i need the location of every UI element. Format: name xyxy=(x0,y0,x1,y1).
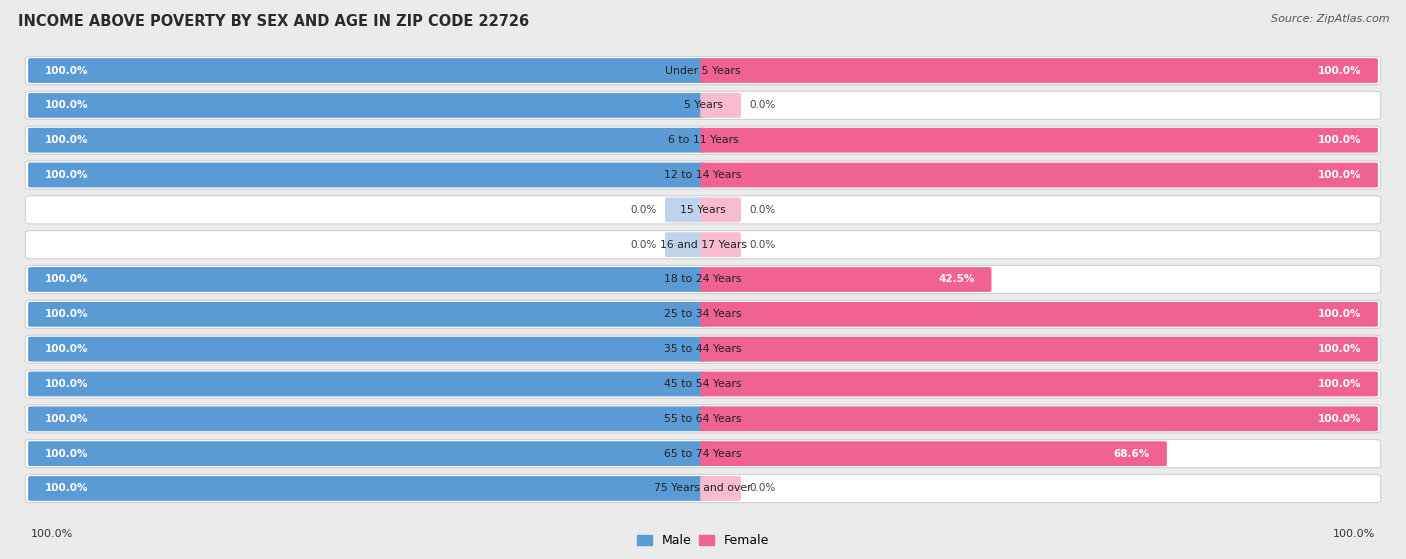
FancyBboxPatch shape xyxy=(25,475,1381,503)
FancyBboxPatch shape xyxy=(28,372,706,396)
FancyBboxPatch shape xyxy=(25,300,1381,328)
Text: 12 to 14 Years: 12 to 14 Years xyxy=(664,170,742,180)
Text: 0.0%: 0.0% xyxy=(749,101,776,110)
Text: 100.0%: 100.0% xyxy=(45,449,89,458)
FancyBboxPatch shape xyxy=(25,161,1381,189)
Text: 100.0%: 100.0% xyxy=(1317,414,1361,424)
Text: 100.0%: 100.0% xyxy=(1317,65,1361,75)
Text: 100.0%: 100.0% xyxy=(1333,529,1375,539)
FancyBboxPatch shape xyxy=(25,405,1381,433)
FancyBboxPatch shape xyxy=(25,266,1381,293)
FancyBboxPatch shape xyxy=(25,196,1381,224)
FancyBboxPatch shape xyxy=(700,197,741,222)
Text: 100.0%: 100.0% xyxy=(45,379,89,389)
FancyBboxPatch shape xyxy=(665,197,706,222)
Text: 100.0%: 100.0% xyxy=(1317,135,1361,145)
Text: 45 to 54 Years: 45 to 54 Years xyxy=(664,379,742,389)
Text: 55 to 64 Years: 55 to 64 Years xyxy=(664,414,742,424)
FancyBboxPatch shape xyxy=(25,56,1381,84)
Text: 100.0%: 100.0% xyxy=(45,274,89,285)
FancyBboxPatch shape xyxy=(700,476,741,501)
Text: 0.0%: 0.0% xyxy=(749,240,776,250)
Text: 18 to 24 Years: 18 to 24 Years xyxy=(664,274,742,285)
Text: 16 and 17 Years: 16 and 17 Years xyxy=(659,240,747,250)
Text: 35 to 44 Years: 35 to 44 Years xyxy=(664,344,742,354)
Legend: Male, Female: Male, Female xyxy=(637,534,769,547)
FancyBboxPatch shape xyxy=(28,302,706,326)
FancyBboxPatch shape xyxy=(25,335,1381,363)
Text: Source: ZipAtlas.com: Source: ZipAtlas.com xyxy=(1271,14,1389,24)
Text: 100.0%: 100.0% xyxy=(45,170,89,180)
FancyBboxPatch shape xyxy=(700,337,1378,362)
Text: 100.0%: 100.0% xyxy=(45,484,89,494)
Text: 68.6%: 68.6% xyxy=(1114,449,1150,458)
Text: 0.0%: 0.0% xyxy=(749,484,776,494)
Text: 25 to 34 Years: 25 to 34 Years xyxy=(664,309,742,319)
Text: INCOME ABOVE POVERTY BY SEX AND AGE IN ZIP CODE 22726: INCOME ABOVE POVERTY BY SEX AND AGE IN Z… xyxy=(18,14,530,29)
FancyBboxPatch shape xyxy=(25,439,1381,468)
Text: Under 5 Years: Under 5 Years xyxy=(665,65,741,75)
Text: 100.0%: 100.0% xyxy=(1317,379,1361,389)
Text: 100.0%: 100.0% xyxy=(45,309,89,319)
Text: 100.0%: 100.0% xyxy=(45,344,89,354)
FancyBboxPatch shape xyxy=(700,233,741,257)
FancyBboxPatch shape xyxy=(25,370,1381,398)
FancyBboxPatch shape xyxy=(28,93,706,118)
FancyBboxPatch shape xyxy=(28,441,706,466)
FancyBboxPatch shape xyxy=(700,302,1378,326)
FancyBboxPatch shape xyxy=(700,372,1378,396)
FancyBboxPatch shape xyxy=(700,163,1378,187)
Text: 100.0%: 100.0% xyxy=(45,414,89,424)
Text: 100.0%: 100.0% xyxy=(1317,344,1361,354)
FancyBboxPatch shape xyxy=(28,337,706,362)
FancyBboxPatch shape xyxy=(700,441,1167,466)
FancyBboxPatch shape xyxy=(665,233,706,257)
Text: 5 Years: 5 Years xyxy=(683,101,723,110)
FancyBboxPatch shape xyxy=(28,58,706,83)
Text: 42.5%: 42.5% xyxy=(938,274,974,285)
Text: 100.0%: 100.0% xyxy=(45,135,89,145)
Text: 100.0%: 100.0% xyxy=(31,529,73,539)
FancyBboxPatch shape xyxy=(700,406,1378,431)
FancyBboxPatch shape xyxy=(700,267,991,292)
Text: 75 Years and over: 75 Years and over xyxy=(654,484,752,494)
FancyBboxPatch shape xyxy=(28,267,706,292)
Text: 100.0%: 100.0% xyxy=(1317,309,1361,319)
FancyBboxPatch shape xyxy=(25,91,1381,120)
Text: 0.0%: 0.0% xyxy=(749,205,776,215)
Text: 65 to 74 Years: 65 to 74 Years xyxy=(664,449,742,458)
Text: 0.0%: 0.0% xyxy=(630,240,657,250)
Text: 0.0%: 0.0% xyxy=(630,205,657,215)
FancyBboxPatch shape xyxy=(700,128,1378,153)
FancyBboxPatch shape xyxy=(25,231,1381,259)
Text: 100.0%: 100.0% xyxy=(1317,170,1361,180)
FancyBboxPatch shape xyxy=(25,126,1381,154)
Text: 15 Years: 15 Years xyxy=(681,205,725,215)
Text: 100.0%: 100.0% xyxy=(45,101,89,110)
FancyBboxPatch shape xyxy=(700,58,1378,83)
FancyBboxPatch shape xyxy=(28,406,706,431)
FancyBboxPatch shape xyxy=(28,128,706,153)
Text: 100.0%: 100.0% xyxy=(45,65,89,75)
FancyBboxPatch shape xyxy=(28,476,706,501)
Text: 6 to 11 Years: 6 to 11 Years xyxy=(668,135,738,145)
FancyBboxPatch shape xyxy=(28,163,706,187)
FancyBboxPatch shape xyxy=(700,93,741,118)
